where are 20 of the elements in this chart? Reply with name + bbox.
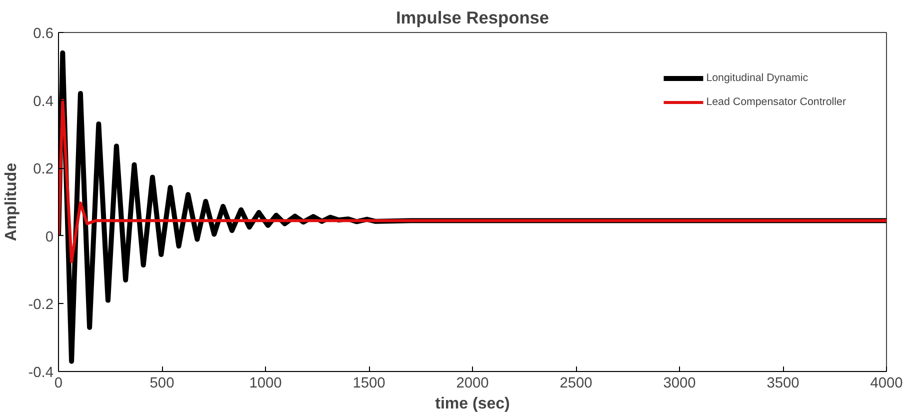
y-tick-label: -0.4 bbox=[28, 365, 54, 381]
x-tick-label: 2500 bbox=[560, 376, 592, 392]
x-tick-label: 4000 bbox=[870, 376, 903, 392]
y-tick-label: -0.2 bbox=[28, 297, 54, 314]
x-tick-label: 500 bbox=[150, 376, 174, 392]
x-tick-label: 1500 bbox=[352, 376, 386, 392]
legend-label: Lead Compensator Controller bbox=[706, 96, 846, 108]
x-tick-label: 3000 bbox=[663, 376, 696, 392]
x-axis-title: time (sec) bbox=[435, 396, 510, 412]
y-axis-title: Amplitude bbox=[3, 162, 20, 242]
x-tick-label: 2000 bbox=[456, 376, 489, 392]
legend-label: Longitudinal Dynamic bbox=[706, 72, 808, 84]
y-tick-label: 0.4 bbox=[33, 94, 54, 110]
line-series bbox=[58, 98, 886, 264]
chart-title: Impulse Response bbox=[396, 8, 550, 28]
y-tick-label: 0.6 bbox=[33, 26, 54, 42]
x-tick-label: 1000 bbox=[249, 376, 282, 392]
x-tick-label: 3500 bbox=[766, 376, 800, 392]
y-tick-label: 0 bbox=[45, 229, 54, 246]
y-tick-label: 0.2 bbox=[33, 162, 54, 178]
